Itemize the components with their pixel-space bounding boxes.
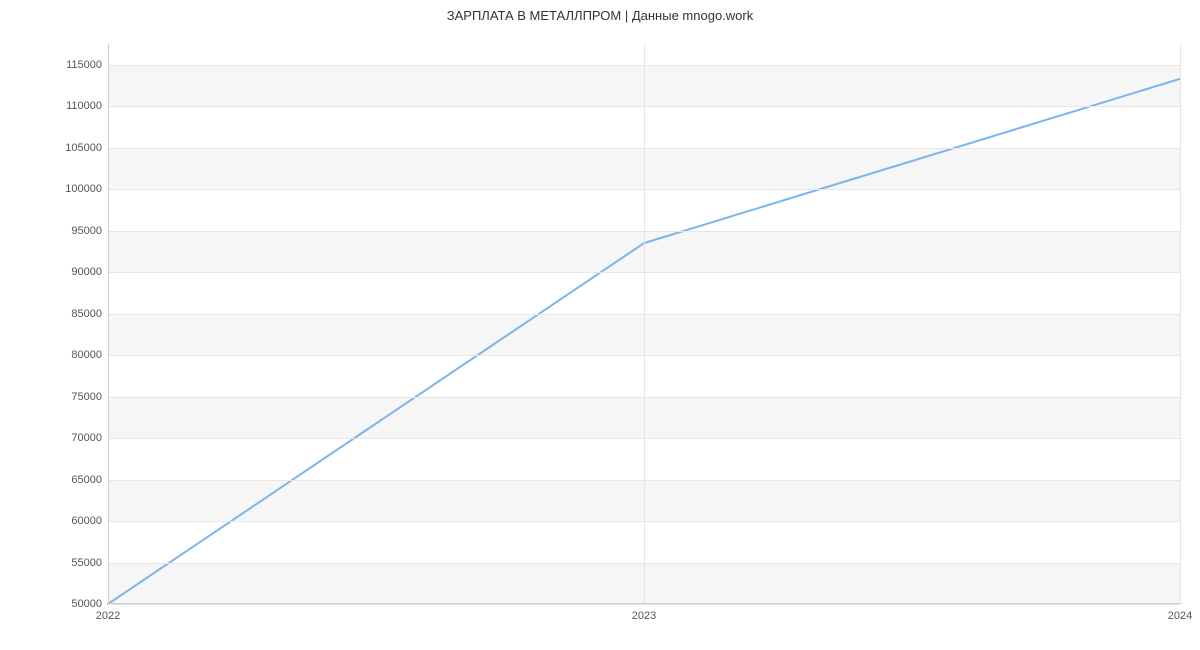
y-tick-label: 60000 <box>71 515 108 527</box>
x-tick-label: 2023 <box>632 604 656 622</box>
gridline-vertical <box>1180 44 1181 604</box>
chart-title: ЗАРПЛАТА В МЕТАЛЛПРОМ | Данные mnogo.wor… <box>0 8 1200 23</box>
y-tick-label: 100000 <box>65 183 108 195</box>
y-tick-label: 70000 <box>71 432 108 444</box>
y-tick-label: 80000 <box>71 349 108 361</box>
x-axis-line <box>108 603 1180 604</box>
y-axis-line <box>108 44 109 604</box>
x-tick-label: 2022 <box>96 604 120 622</box>
salary-line-chart: ЗАРПЛАТА В МЕТАЛЛПРОМ | Данные mnogo.wor… <box>0 0 1200 650</box>
y-tick-label: 115000 <box>66 59 108 71</box>
y-tick-label: 75000 <box>71 391 108 403</box>
x-tick-label: 2024 <box>1168 604 1192 622</box>
y-tick-label: 95000 <box>71 225 108 237</box>
y-tick-label: 110000 <box>66 100 108 112</box>
y-tick-label: 65000 <box>71 474 108 486</box>
y-tick-label: 85000 <box>71 308 108 320</box>
y-tick-label: 105000 <box>65 142 108 154</box>
y-tick-label: 55000 <box>71 557 108 569</box>
y-tick-label: 90000 <box>71 266 108 278</box>
chart-plot-area: 5000055000600006500070000750008000085000… <box>108 44 1180 604</box>
gridline-vertical <box>644 44 645 604</box>
